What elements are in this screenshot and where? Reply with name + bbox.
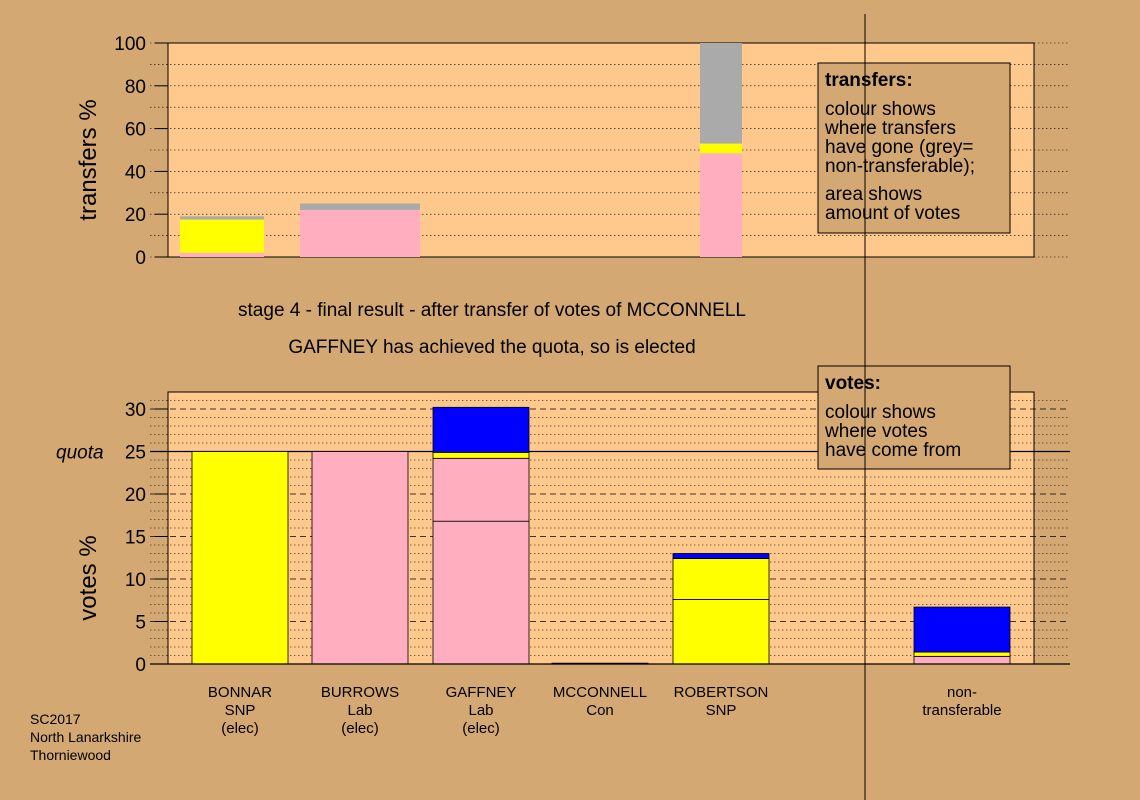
votes-legend-line: where votes [824, 421, 927, 442]
transfers-legend-line: area shows [825, 184, 922, 205]
votes-legend-box [817, 365, 1011, 470]
transfers-bar-segment [700, 43, 742, 144]
category-label: non- [947, 684, 977, 701]
transfers-y-tick-label: 60 [125, 120, 146, 141]
transfers-bar-segment [700, 143, 742, 154]
category-label: Lab [468, 702, 493, 719]
category-label: SNP [225, 702, 256, 719]
votes-bar-segment [672, 558, 770, 600]
transfers-legend-line: colour shows [825, 99, 936, 120]
votes-y-tick-label: 0 [135, 655, 146, 676]
transfers-bar-segment [300, 209, 420, 257]
votes-bar-segment [432, 451, 530, 459]
transfers-legend-line: non-transferable); [825, 156, 975, 177]
category-label: GAFFNEY [446, 684, 517, 701]
votes-bar-segment [432, 520, 530, 665]
transfers-legend-line: amount of votes [825, 203, 960, 224]
category-label: SNP [706, 702, 737, 719]
footer-line-election: SC2017 [30, 711, 81, 727]
transfers-y-tick-label: 80 [125, 77, 146, 98]
transfers-y-tick-label: 20 [125, 205, 146, 226]
transfers-y-axis-label: transfers % [75, 99, 102, 220]
quota-label: quota [56, 443, 104, 464]
result-caption: GAFFNEY has achieved the quota, so is el… [288, 337, 695, 358]
transfers-bar-segment [180, 219, 264, 253]
stage-caption: stage 4 - final result - after transfer … [238, 300, 746, 321]
transfers-legend-box [817, 62, 1011, 234]
votes-y-tick-label: 10 [125, 570, 146, 591]
votes-bar-segment [191, 451, 289, 665]
votes-y-tick-label: 30 [125, 400, 146, 421]
votes-legend-title: votes: [825, 373, 881, 394]
transfers-bar-segment [700, 153, 742, 257]
votes-y-tick-label: 15 [125, 528, 146, 549]
transfers-bar-segment [300, 203, 420, 210]
votes-y-tick-label: 25 [125, 443, 146, 464]
transfers-legend-line: have gone (grey= [825, 137, 973, 158]
votes-legend-line: have come from [825, 440, 961, 461]
transfers-legend-title: transfers: [825, 70, 913, 91]
votes-bar-segment [432, 406, 530, 453]
votes-y-tick-label: 5 [135, 613, 146, 634]
category-label: Lab [347, 702, 372, 719]
category-label: Con [586, 702, 614, 719]
votes-y-tick-label: 20 [125, 485, 146, 506]
transfers-bar-segment [180, 216, 264, 220]
category-label: BURROWS [321, 684, 399, 701]
votes-bar-segment [913, 651, 1011, 657]
category-label: ROBERTSON [674, 684, 769, 701]
category-label: (elec) [221, 720, 259, 737]
footer-line-ward: Thorniewood [30, 747, 111, 763]
transfers-bar-segment [180, 252, 264, 257]
transfers-y-tick-label: 100 [114, 34, 146, 55]
votes-bar-segment [432, 457, 530, 522]
category-label: (elec) [341, 720, 379, 737]
category-label: BONNAR [208, 684, 272, 701]
votes-bar-segment [672, 599, 770, 665]
votes-legend-line: colour shows [825, 402, 936, 423]
footer-notes: SC2017 North Lanarkshire Thorniewood [30, 710, 141, 764]
category-label: (elec) [462, 720, 500, 737]
votes-bar-segment [672, 553, 770, 559]
transfers-legend-line: where transfers [824, 118, 956, 139]
footer-line-council: North Lanarkshire [30, 729, 142, 745]
category-label: transferable [922, 702, 1001, 719]
votes-bar-segment [913, 606, 1011, 653]
transfers-y-tick-label: 0 [135, 248, 146, 269]
votes-bar-segment [311, 451, 409, 665]
transfers-y-tick-label: 40 [125, 162, 146, 183]
votes-bar-segment [913, 655, 1011, 665]
votes-y-axis-label: votes % [75, 535, 102, 620]
category-label: MCCONNELL [553, 684, 647, 701]
